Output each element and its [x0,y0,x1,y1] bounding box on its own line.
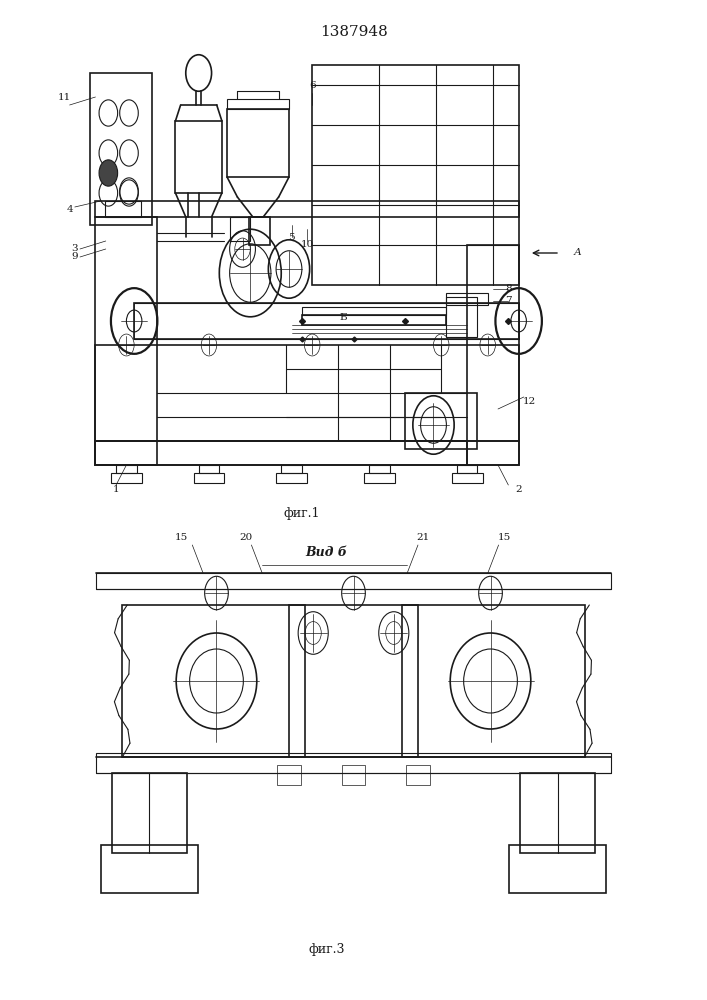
Text: 8: 8 [505,284,512,293]
Bar [122,605,305,757]
Bar [302,315,446,325]
Text: 1: 1 [113,485,119,493]
Bar [227,109,289,177]
Bar [230,217,250,241]
Bar [134,303,519,339]
Text: 7: 7 [505,296,512,305]
Bar [457,465,477,473]
Bar [405,393,477,449]
Bar [199,465,219,473]
Bar [95,441,519,465]
Bar [194,473,225,483]
Bar [116,465,136,473]
Bar [446,293,488,305]
Text: 15: 15 [497,532,510,542]
Bar [289,605,418,757]
Bar [111,473,142,483]
Text: 1387948: 1387948 [320,25,387,39]
Bar [227,99,289,109]
Text: 12: 12 [522,396,536,406]
Circle shape [99,160,117,186]
Bar [95,753,612,773]
Bar [341,765,366,785]
Bar [105,201,141,217]
Bar [467,245,519,465]
Bar [446,297,477,337]
Bar [406,765,430,785]
Text: 20: 20 [240,532,252,542]
Text: 2: 2 [515,485,522,493]
Text: 3: 3 [71,244,78,253]
Text: 6: 6 [309,81,315,90]
Bar [175,121,222,193]
Text: 9: 9 [71,252,78,261]
Bar [95,345,519,441]
Text: 11: 11 [58,93,71,102]
Text: 10: 10 [300,240,314,249]
Bar [95,441,467,465]
Bar [369,465,390,473]
Bar [101,845,198,893]
Bar [520,773,595,853]
Bar [364,473,395,483]
Bar [95,573,612,589]
Text: Вид б: Вид б [305,546,348,560]
Bar [276,473,307,483]
Bar [95,201,519,217]
Text: 4: 4 [66,205,73,214]
Text: Б: Б [339,312,347,322]
Bar [277,765,301,785]
Bar [402,605,585,757]
Bar [250,217,270,245]
Text: А: А [574,248,582,257]
Text: фиг.1: фиг.1 [284,506,320,519]
Text: 21: 21 [416,532,430,542]
Bar [112,773,187,853]
Text: 15: 15 [175,532,188,542]
Bar [312,65,519,285]
Text: фиг.3: фиг.3 [308,942,345,956]
Bar [90,73,152,225]
Bar [95,217,158,465]
Text: 5: 5 [288,232,295,241]
Bar [452,473,482,483]
Bar [509,845,606,893]
Bar [281,465,302,473]
Bar [302,307,446,315]
